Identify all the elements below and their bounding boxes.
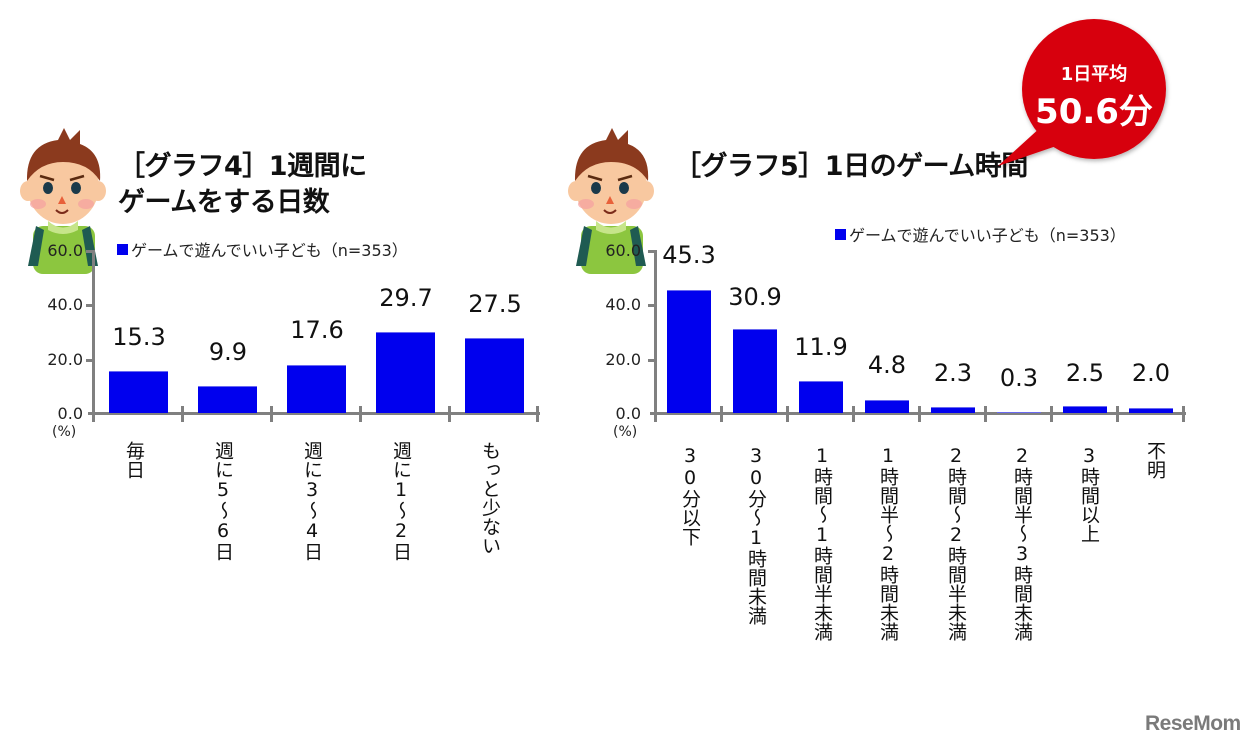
- category-label: 週に5～6日: [212, 441, 234, 561]
- x-tick: [720, 406, 723, 422]
- x-tick: [984, 406, 987, 422]
- x-tick: [786, 406, 789, 422]
- bar-3-4-days: [287, 365, 346, 413]
- y-tick: [648, 250, 656, 253]
- bubble-value: 50.6分: [1035, 92, 1153, 132]
- y-tick: [86, 250, 94, 253]
- category-label: 30分～1時間未満: [745, 445, 767, 625]
- unit-label: (%): [613, 424, 638, 440]
- legend-label: ゲームで遊んでいい子ども（n=353）: [131, 241, 408, 260]
- y-tick: [86, 304, 94, 307]
- y-tick-label: 0.0: [615, 404, 641, 423]
- value-label: 30.9: [728, 283, 782, 311]
- bar-less: [465, 338, 524, 413]
- resemom-logo: ReseMom: [1145, 712, 1241, 735]
- y-tick-label: 20.0: [605, 350, 641, 369]
- boy-illustration-icon: [20, 128, 106, 274]
- legend-swatch: [835, 228, 846, 240]
- value-label: 4.8: [867, 351, 907, 379]
- category-label: 3時間以上: [1078, 445, 1100, 543]
- y-tick: [648, 304, 656, 307]
- bar-daily: [109, 371, 168, 413]
- chart-title: ［グラフ5］1日のゲーム時間: [674, 151, 1028, 182]
- category-label: 週に1～2日: [390, 441, 412, 561]
- value-label: 17.6: [290, 316, 344, 344]
- value-label: 11.9: [794, 333, 848, 361]
- bar-unknown: [1129, 407, 1173, 413]
- legend-label: ゲームで遊んでいい子ども（n=353）: [849, 226, 1126, 245]
- bar-1.5h-2h: [865, 400, 909, 413]
- category-label: 週に3～4日: [301, 441, 323, 561]
- value-label: 0.3: [999, 364, 1039, 392]
- chart-title-line2: ゲームをする日数: [118, 187, 330, 218]
- x-tick: [1050, 406, 1053, 422]
- y-tick-label: 0.0: [57, 404, 83, 423]
- value-label: 45.3: [662, 241, 716, 269]
- bubble-label: 1日平均: [1060, 64, 1128, 85]
- bar-2h-2.5h: [931, 406, 975, 413]
- value-label: 29.7: [379, 284, 433, 312]
- x-tick: [270, 406, 273, 422]
- y-axis: [92, 250, 95, 415]
- category-label: もっと少ない: [479, 441, 501, 555]
- value-label: 9.9: [208, 338, 248, 366]
- x-tick: [1116, 406, 1119, 422]
- legend-swatch: [117, 243, 128, 255]
- y-tick: [648, 359, 656, 362]
- value-label: 27.5: [468, 290, 522, 318]
- x-tick: [852, 406, 855, 422]
- x-axis: [88, 412, 540, 415]
- x-tick: [448, 406, 451, 422]
- y-tick-label: 60.0: [47, 241, 83, 260]
- legend: ゲームで遊んでいい子ども（n=353）: [117, 237, 408, 261]
- category-label: 1時間～1時間半未満: [811, 445, 833, 641]
- y-tick-label: 40.0: [47, 295, 83, 314]
- bar-over-3h: [1063, 406, 1107, 413]
- y-axis: [654, 250, 657, 415]
- x-tick: [536, 406, 539, 422]
- value-label: 15.3: [112, 323, 166, 351]
- bar-1h-1.5h: [799, 380, 843, 413]
- category-label: 2時間半～3時間未満: [1011, 445, 1033, 641]
- y-tick-label: 40.0: [605, 295, 641, 314]
- category-label: 毎日: [123, 441, 145, 479]
- y-tick: [86, 359, 94, 362]
- value-label: 2.3: [933, 359, 973, 387]
- value-label: 2.0: [1131, 359, 1171, 387]
- category-label: 1時間半～2時間未満: [877, 445, 899, 641]
- bar-under-30min: [667, 289, 711, 413]
- legend: ゲームで遊んでいい子ども（n=353）: [835, 222, 1126, 246]
- bar-5-6-days: [198, 386, 257, 413]
- y-tick-label: 20.0: [47, 350, 83, 369]
- x-tick: [1182, 406, 1185, 422]
- boy-illustration-icon: [568, 128, 654, 274]
- x-tick: [92, 412, 95, 422]
- bar-30min-1h: [733, 329, 777, 413]
- unit-label: (%): [52, 424, 77, 440]
- category-label: 30分以下: [679, 445, 701, 546]
- x-tick: [181, 406, 184, 422]
- value-label: 2.5: [1065, 359, 1105, 387]
- x-tick: [654, 412, 657, 422]
- bar-1-2-days: [376, 332, 435, 413]
- x-tick: [918, 406, 921, 422]
- category-label: 不明: [1144, 441, 1166, 479]
- chart-title-line1: ［グラフ4］1週間に: [118, 151, 367, 182]
- x-tick: [359, 406, 362, 422]
- category-label: 2時間～2時間半未満: [945, 445, 967, 641]
- bar-2.5h-3h: [997, 412, 1041, 414]
- y-tick-label: 60.0: [605, 241, 641, 260]
- speech-bubble-icon: [998, 19, 1166, 166]
